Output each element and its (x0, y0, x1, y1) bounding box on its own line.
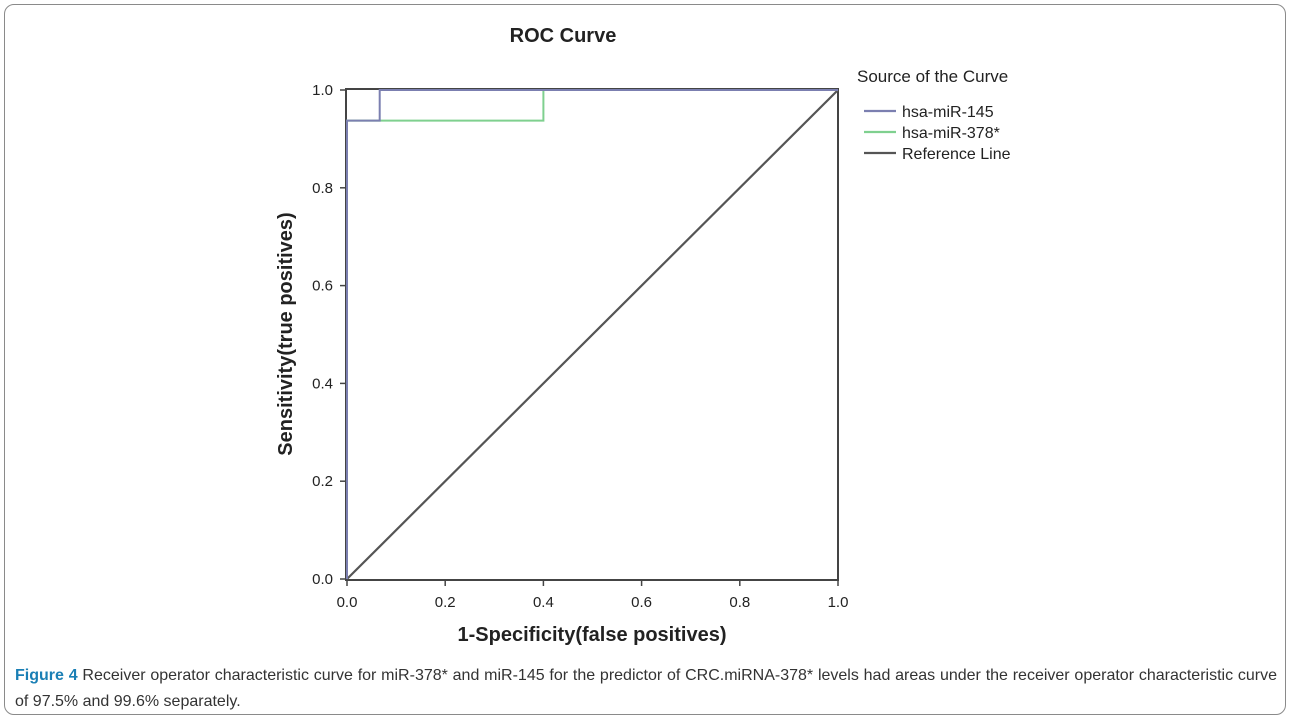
legend-label: Reference Line (902, 146, 1011, 163)
x-tick-label: 0.8 (729, 594, 750, 611)
legend-label: hsa-miR-378* (902, 125, 1000, 142)
figure-label: Figure 4 (15, 667, 78, 684)
x-tick-label: 0.4 (533, 594, 554, 611)
x-tick-label: 0.0 (337, 594, 358, 611)
x-tick-label: 0.6 (631, 594, 652, 611)
figure-frame (4, 4, 1286, 715)
figure-caption-text: Receiver operator characteristic curve f… (15, 667, 1278, 710)
y-tick-label: 0.6 (312, 278, 333, 295)
series-line-reference-line (346, 89, 839, 580)
series-line-hsa-mir-145 (346, 89, 838, 579)
chart-title: ROC Curve (510, 25, 617, 47)
figure-caption: Figure 4 Receiver operator characteristi… (15, 663, 1277, 715)
x-tick-label: 0.2 (435, 594, 456, 611)
x-axis-label: 1-Specificity(false positives) (458, 624, 727, 646)
legend: Source of the Curve hsa-miR-145 hsa-miR-3… (857, 67, 1011, 163)
y-tick-label: 0.0 (312, 571, 333, 588)
y-tick-label: 0.2 (312, 473, 333, 490)
roc-chart: ROC Curve 0.0 0.2 0.4 0.6 0.8 1.0 0.0 0.2 0.4 0.… (275, 25, 1011, 646)
y-tick-label: 1.0 (312, 82, 333, 99)
x-tick-label: 1.0 (828, 594, 849, 611)
legend-title: Source of the Curve (857, 67, 1008, 86)
y-tick-label: 0.4 (312, 375, 333, 392)
y-tick-label: 0.8 (312, 180, 333, 197)
legend-label: hsa-miR-145 (902, 104, 994, 121)
y-axis-label: Sensitivity(true positives) (275, 212, 297, 455)
